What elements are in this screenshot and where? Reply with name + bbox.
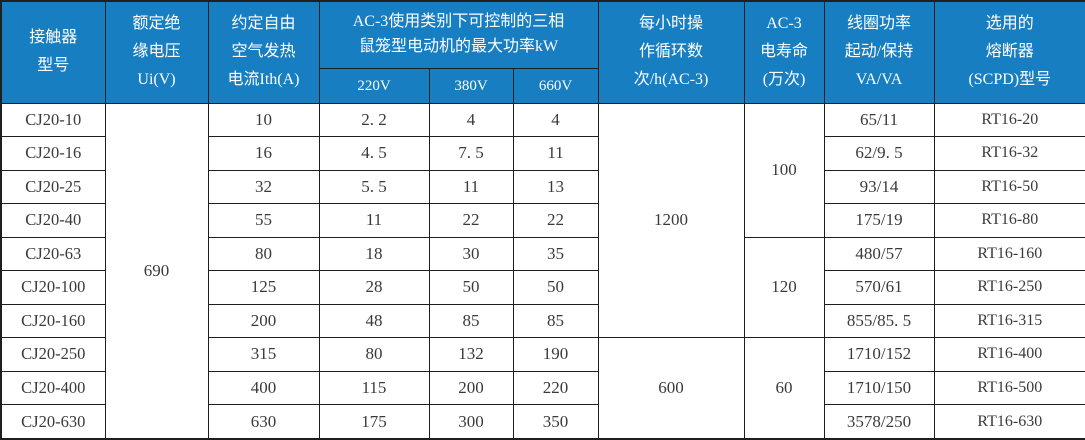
cell-coil: 480/57 <box>823 236 935 272</box>
cell-660v: 4 <box>512 102 599 138</box>
cell-ith: 80 <box>207 236 320 272</box>
cell-coil: 570/61 <box>823 270 935 305</box>
header-thermal-current: 约定自由 空气发热 电流Ith(A) <box>207 0 320 104</box>
cell-380v: 132 <box>428 337 514 372</box>
cell-220v: 48 <box>318 303 430 339</box>
cell-cycles-merged-1200: 1200 <box>597 102 745 339</box>
cell-660v: 13 <box>512 169 599 205</box>
table-row: CJ20-250 315 80 132 190 600 60 1710/152 … <box>0 337 1085 440</box>
cell-fuse: RT16-20 <box>933 102 1085 138</box>
cell-ui-merged: 690 <box>104 102 209 440</box>
header-220v: 220V <box>318 67 430 104</box>
cell-model: CJ20-400 <box>0 370 106 406</box>
cell-model: CJ20-16 <box>0 136 106 171</box>
cell-220v: 4. 5 <box>318 136 430 171</box>
cell-fuse: RT16-630 <box>933 404 1085 440</box>
table-row: CJ20-16 16 4. 5 7. 5 11 62/9. 5 RT16-32 <box>0 136 1085 171</box>
cell-220v: 18 <box>318 236 430 272</box>
cell-380v: 300 <box>428 404 514 440</box>
cell-220v: 5. 5 <box>318 169 430 205</box>
header-380v: 380V <box>428 67 514 104</box>
cell-model: CJ20-250 <box>0 337 106 372</box>
cell-220v: 80 <box>318 337 430 372</box>
cell-380v: 22 <box>428 203 514 238</box>
cell-coil: 1710/150 <box>823 370 935 406</box>
header-coil-power: 线圈功率 起动/保持 VA/VA <box>823 0 935 104</box>
cell-660v: 50 <box>512 270 599 305</box>
cell-fuse: RT16-50 <box>933 169 1085 205</box>
table-row: CJ20-160 200 48 85 85 855/85. 5 RT16-315 <box>0 303 1085 339</box>
cell-380v: 11 <box>428 169 514 205</box>
cell-model: CJ20-63 <box>0 236 106 272</box>
cell-coil: 3578/250 <box>823 404 935 440</box>
cell-fuse: RT16-500 <box>933 370 1085 406</box>
cell-380v: 85 <box>428 303 514 339</box>
table-row: CJ20-40 55 11 22 22 175/19 RT16-80 <box>0 203 1085 238</box>
header-electrical-life: AC-3 电寿命 (万次) <box>743 0 825 104</box>
cell-ith: 200 <box>207 303 320 339</box>
header-ac3-max-power-group: AC-3使用类别下可控制的三相 鼠笼型电动机的最大功率kW <box>318 0 599 69</box>
cell-life-merged-120: 120 <box>743 236 825 339</box>
cell-380v: 30 <box>428 236 514 272</box>
cell-fuse: RT16-400 <box>933 337 1085 372</box>
cell-coil: 93/14 <box>823 169 935 205</box>
cell-220v: 11 <box>318 203 430 238</box>
cell-ith: 10 <box>207 102 320 138</box>
cell-model: CJ20-10 <box>0 102 106 138</box>
cell-660v: 22 <box>512 203 599 238</box>
cell-ith: 16 <box>207 136 320 171</box>
cell-coil: 1710/152 <box>823 337 935 372</box>
header-rated-insulation-voltage: 额定绝 缘电压 Ui(V) <box>104 0 209 104</box>
cell-220v: 2. 2 <box>318 102 430 138</box>
cell-fuse: RT16-250 <box>933 270 1085 305</box>
table-row: CJ20-400 400 115 200 220 1710/150 RT16-5… <box>0 370 1085 406</box>
cell-380v: 7. 5 <box>428 136 514 171</box>
cell-ith: 125 <box>207 270 320 305</box>
cell-coil: 175/19 <box>823 203 935 238</box>
table-row: CJ20-100 125 28 50 50 570/61 RT16-250 <box>0 270 1085 305</box>
cell-220v: 175 <box>318 404 430 440</box>
cell-fuse: RT16-80 <box>933 203 1085 238</box>
cell-fuse: RT16-160 <box>933 236 1085 272</box>
cell-380v: 200 <box>428 370 514 406</box>
cell-model: CJ20-100 <box>0 270 106 305</box>
cell-model: CJ20-25 <box>0 169 106 205</box>
header-operating-cycles: 每小时操 作循环数 次/h(AC-3) <box>597 0 745 104</box>
cell-660v: 350 <box>512 404 599 440</box>
cell-cycles-merged-600: 600 <box>597 337 745 440</box>
cell-660v: 85 <box>512 303 599 339</box>
cell-380v: 50 <box>428 270 514 305</box>
cell-fuse: RT16-315 <box>933 303 1085 339</box>
cell-660v: 11 <box>512 136 599 171</box>
cell-ith: 400 <box>207 370 320 406</box>
cell-220v: 115 <box>318 370 430 406</box>
cell-380v: 4 <box>428 102 514 138</box>
cell-ith: 315 <box>207 337 320 372</box>
header-660v: 660V <box>512 67 599 104</box>
cell-life-merged-100: 100 <box>743 102 825 238</box>
table-row: CJ20-630 630 175 300 350 3578/250 RT16-6… <box>0 404 1085 440</box>
table-row: CJ20-63 80 18 30 35 120 480/57 RT16-160 <box>0 236 1085 339</box>
header-model: 接触器 型号 <box>0 0 106 104</box>
cell-model: CJ20-630 <box>0 404 106 440</box>
header-fuse-type: 选用的 熔断器 (SCPD)型号 <box>933 0 1085 104</box>
cell-220v: 28 <box>318 270 430 305</box>
cell-ith: 32 <box>207 169 320 205</box>
cell-coil: 855/85. 5 <box>823 303 935 339</box>
cell-life-merged-60: 60 <box>743 337 825 440</box>
table-row: CJ20-25 32 5. 5 11 13 93/14 RT16-50 <box>0 169 1085 205</box>
table-row: CJ20-10 690 10 2. 2 4 4 1200 100 65/11 R… <box>0 102 1085 440</box>
cell-660v: 35 <box>512 236 599 272</box>
cell-ith: 55 <box>207 203 320 238</box>
cell-coil: 65/11 <box>823 102 935 138</box>
cell-ith: 630 <box>207 404 320 440</box>
cell-660v: 220 <box>512 370 599 406</box>
cell-model: CJ20-40 <box>0 203 106 238</box>
cell-coil: 62/9. 5 <box>823 136 935 171</box>
cell-fuse: RT16-32 <box>933 136 1085 171</box>
cell-660v: 190 <box>512 337 599 372</box>
cell-model: CJ20-160 <box>0 303 106 339</box>
